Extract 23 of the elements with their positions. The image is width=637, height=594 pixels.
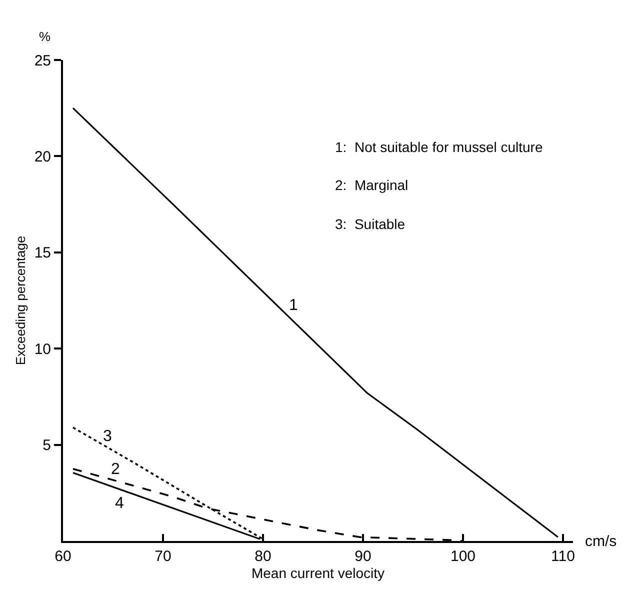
- annotation: 3: Suitable: [335, 216, 406, 232]
- annotation: 2: Marginal: [335, 177, 408, 193]
- x-axis-title: Mean current velocity: [251, 565, 385, 581]
- y-tick-label: 5: [42, 437, 51, 454]
- y-tick-label: 10: [34, 340, 51, 358]
- x-tick-label: 110: [551, 548, 575, 565]
- series-label: 3: [103, 428, 112, 445]
- x-tick-label: 80: [254, 548, 272, 565]
- series-label: 1: [289, 297, 298, 314]
- x-tick-label: 90: [354, 548, 372, 565]
- x-tick-label: 60: [54, 548, 72, 565]
- x-tick-label: 100: [450, 548, 476, 565]
- series-label: 4: [115, 495, 124, 512]
- text: %: [39, 29, 51, 44]
- annotation: 1: Not suitable for mussel culture: [335, 139, 543, 155]
- text: cm/s: [585, 533, 617, 550]
- y-tick-label: 25: [34, 52, 51, 70]
- series-label: 2: [111, 461, 120, 478]
- y-tick-label: 15: [34, 244, 51, 262]
- y-axis-title: Exceeding percentage: [12, 236, 28, 366]
- x-tick-label: 70: [154, 548, 172, 565]
- line-series: [72, 107, 559, 538]
- y-tick-label: 20: [34, 148, 51, 166]
